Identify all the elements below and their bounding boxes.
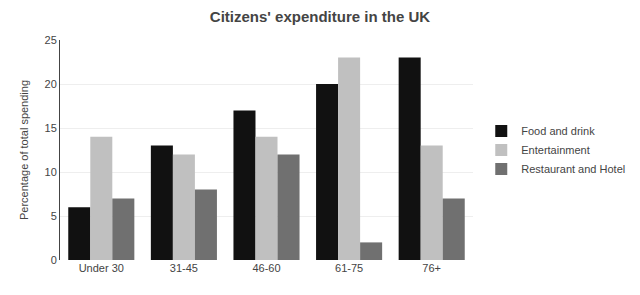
svg-text:10: 10	[45, 166, 57, 178]
svg-text:0: 0	[51, 254, 57, 266]
svg-text:Entertainment: Entertainment	[521, 144, 589, 156]
svg-text:Restaurant and Hotel: Restaurant and Hotel	[521, 163, 625, 175]
svg-text:76+: 76+	[422, 262, 441, 274]
svg-text:5: 5	[51, 210, 57, 222]
svg-text:46-60: 46-60	[252, 262, 280, 274]
svg-text:Under 30: Under 30	[79, 262, 124, 274]
svg-text:Food and drink: Food and drink	[521, 125, 595, 137]
svg-text:61-75: 61-75	[335, 262, 363, 274]
svg-text:15: 15	[45, 122, 57, 134]
svg-text:Citizens' expenditure in the U: Citizens' expenditure in the UK	[210, 8, 430, 25]
svg-text:20: 20	[45, 78, 57, 90]
svg-text:31-45: 31-45	[170, 262, 198, 274]
svg-text:Percentage of total spending: Percentage of total spending	[18, 80, 30, 220]
svg-text:25: 25	[45, 34, 57, 46]
